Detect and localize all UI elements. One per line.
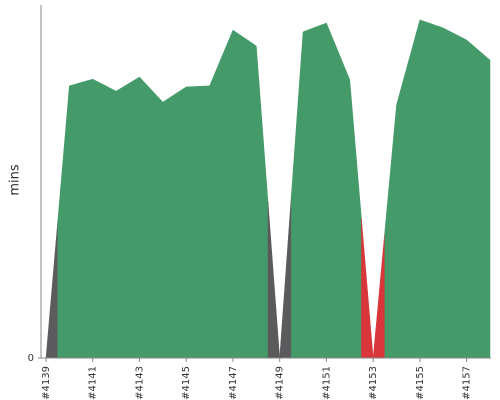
build-area	[197, 57, 222, 359]
build-area	[478, 49, 491, 359]
x-tick-label: #4155	[415, 366, 426, 400]
build-area	[221, 29, 245, 359]
x-tick-label: #4151	[321, 366, 332, 400]
build-area	[361, 218, 386, 359]
build-area	[337, 51, 362, 359]
build-area	[174, 86, 199, 359]
build-area	[104, 83, 129, 359]
x-tick-label: #4141	[88, 366, 99, 400]
build-area	[314, 22, 339, 359]
build-area	[45, 221, 58, 359]
build-area	[454, 33, 479, 359]
build-area	[431, 23, 456, 359]
build-area	[291, 27, 315, 359]
build-area	[57, 82, 82, 359]
x-tick-label: #4153	[368, 366, 379, 400]
y-axis-label: mins	[8, 164, 23, 196]
x-tick-label: #4143	[134, 366, 145, 400]
build-area	[244, 37, 269, 359]
build-area	[150, 88, 175, 359]
build-area	[384, 62, 409, 359]
build-area	[80, 78, 105, 359]
x-tick-label: #4147	[228, 366, 239, 400]
x-tick-label: #4157	[462, 366, 473, 400]
y-tick-label: 0	[28, 353, 34, 364]
x-tick-label: #4139	[41, 366, 52, 400]
build-area	[267, 194, 292, 359]
build-area	[127, 76, 152, 359]
x-tick-label: #4145	[181, 366, 192, 400]
build-area	[407, 19, 432, 359]
x-tick-label: #4149	[275, 366, 286, 400]
